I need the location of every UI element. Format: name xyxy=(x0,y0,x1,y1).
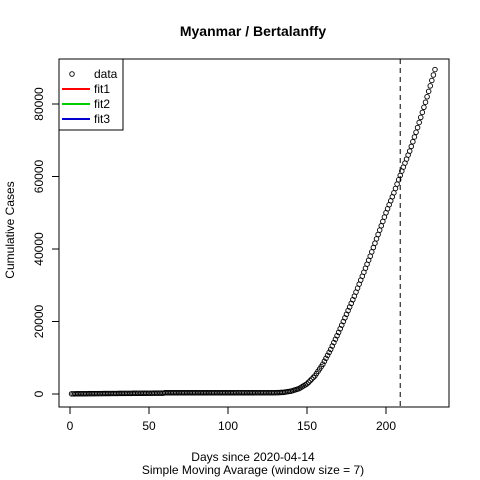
chart-title: Myanmar / Bertalanffy xyxy=(180,23,326,39)
data-point xyxy=(413,129,419,136)
legend-label: data xyxy=(94,67,118,81)
plot-frame xyxy=(58,58,450,408)
data-point xyxy=(427,83,433,89)
legend-point-marker xyxy=(69,71,75,77)
data-point xyxy=(327,346,334,353)
data-point xyxy=(411,134,418,140)
data-point xyxy=(408,143,415,150)
x-tick-label: 50 xyxy=(142,419,156,433)
data-point xyxy=(329,343,336,349)
x-axis-sublabel: Simple Moving Avarage (window size = 7) xyxy=(142,463,364,477)
data-point xyxy=(414,124,421,131)
data-point xyxy=(320,361,326,368)
data-point xyxy=(307,377,313,384)
y-tick-label: 60000 xyxy=(32,159,46,193)
x-tick-label: 100 xyxy=(218,419,238,433)
data-point xyxy=(304,381,310,387)
data-point xyxy=(323,355,329,362)
data-point xyxy=(321,358,328,365)
data-point xyxy=(419,109,426,116)
data-point xyxy=(430,72,437,78)
data-point xyxy=(425,88,432,95)
x-axis-label: Days since 2020-04-14 xyxy=(191,450,315,464)
data-point xyxy=(326,349,332,356)
plot-area: 0 50 100 150 200 0 20000 40000 60000 80000 xyxy=(32,58,450,433)
x-tick-label: 0 xyxy=(67,419,74,433)
y-tick-label: 20000 xyxy=(32,304,46,338)
legend-label: fit2 xyxy=(94,97,110,111)
y-axis-label: Cumulative Cases xyxy=(3,181,17,278)
data-point xyxy=(310,374,317,381)
y-tick-label: 0 xyxy=(32,390,46,397)
data-point xyxy=(410,138,416,145)
y-tick-label: 80000 xyxy=(32,87,46,121)
x-tick-label: 200 xyxy=(376,419,396,433)
data-point xyxy=(422,99,429,105)
data-point xyxy=(432,66,438,73)
data-point xyxy=(406,148,413,154)
data-point xyxy=(308,376,315,382)
data-point xyxy=(332,336,339,342)
data-point xyxy=(331,339,337,346)
data-point xyxy=(424,93,430,100)
data-point xyxy=(324,352,331,359)
data-point xyxy=(421,104,427,111)
y-tick-label: 40000 xyxy=(32,232,46,266)
legend-label: fit1 xyxy=(94,82,110,96)
data-point xyxy=(334,333,340,339)
x-tick-label: 150 xyxy=(297,419,317,433)
data-point xyxy=(416,119,422,126)
data-point xyxy=(305,379,312,386)
data-point xyxy=(418,114,424,121)
legend-label: fit3 xyxy=(94,112,110,126)
data-point xyxy=(429,77,435,84)
